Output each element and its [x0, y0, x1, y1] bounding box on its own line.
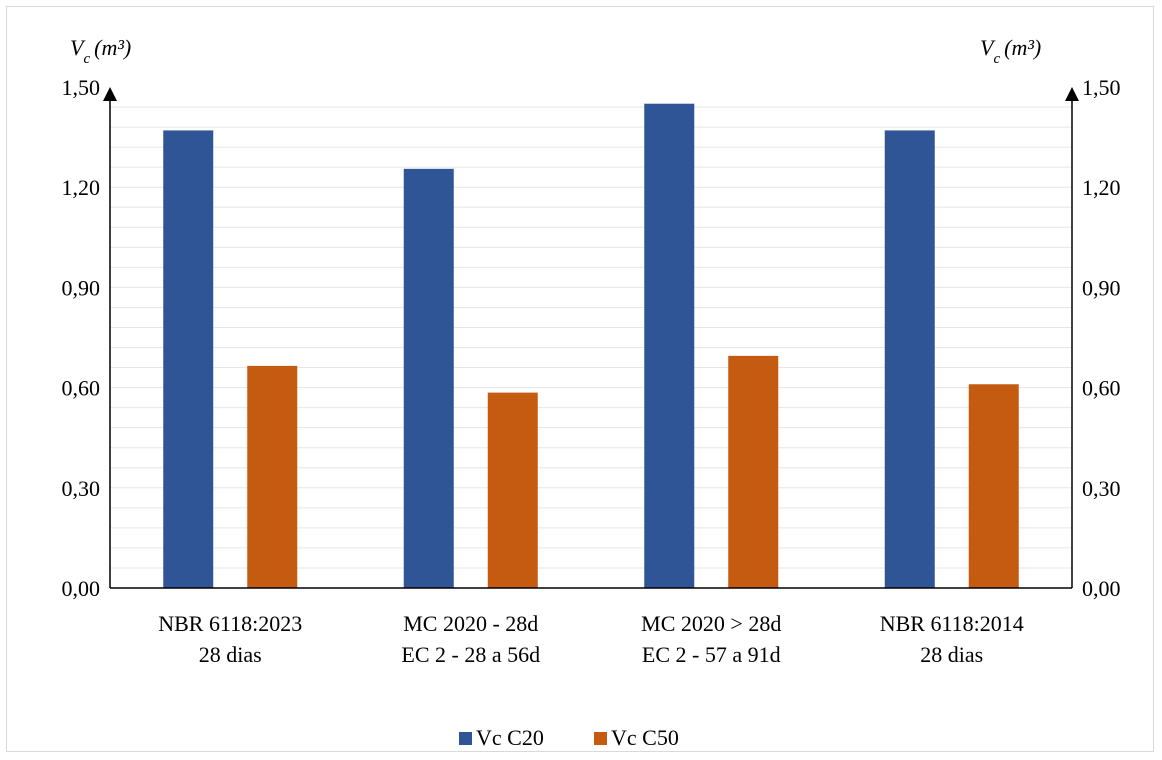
category-label: MC 2020 > 28d — [641, 611, 781, 636]
y-tick-label-left: 0,60 — [62, 376, 101, 401]
y-tick-label-right: 1,50 — [1082, 75, 1121, 100]
bar-vc-c50-3 — [968, 384, 1019, 588]
category-label: 28 dias — [199, 642, 262, 667]
category-labels: NBR 6118:2023 28 dias MC 2020 - 28d EC 2 - … — [158, 611, 1024, 667]
legend-swatch-c20 — [459, 732, 472, 745]
y-tick-label-right: 1,20 — [1082, 175, 1121, 200]
y-axis-arrow-left — [103, 87, 117, 101]
y-tick-label-left: 0,30 — [62, 476, 101, 501]
y-tick-label-right: 0,30 — [1082, 476, 1121, 501]
y-tick-label-right: 0,60 — [1082, 376, 1121, 401]
bar-vc-c20-2 — [644, 103, 695, 588]
bar-vc-c20-3 — [884, 130, 935, 589]
category-label: NBR 6118:2023 — [158, 611, 302, 636]
legend-label-c20: Vc C20 — [476, 725, 544, 750]
y-tick-label-left: 1,50 — [62, 75, 101, 100]
y-axis-title-left: Vc (m³) — [70, 35, 131, 67]
category-label: MC 2020 - 28d — [403, 611, 538, 636]
bar-vc-c50-0 — [247, 365, 298, 588]
y-tick-label-left: 1,20 — [62, 175, 101, 200]
legend-label-c50: Vc C50 — [611, 725, 679, 750]
axes — [103, 87, 1079, 589]
legend: Vc C20 Vc C50 — [459, 725, 679, 750]
bars — [163, 103, 1019, 589]
bar-vc-c20-0 — [163, 130, 214, 589]
bar-vc-c20-1 — [403, 168, 454, 588]
y-tick-label-left: 0,90 — [62, 275, 101, 300]
category-label: NBR 6118:2014 — [880, 611, 1024, 636]
category-label: 28 dias — [920, 642, 983, 667]
y-tick-label-right: 0,00 — [1082, 576, 1121, 601]
y-axis-arrow-right — [1065, 87, 1079, 101]
y-axis-title-right: Vc (m³) — [980, 35, 1041, 67]
category-label: EC 2 - 28 a 56d — [401, 642, 540, 667]
y-tick-label-left: 0,00 — [62, 576, 101, 601]
tick-labels: 0,00 0,00 0,30 0,30 0,60 0,60 0,90 0,90 1,20 1,20… — [62, 75, 1121, 601]
bar-vc-c50-2 — [728, 355, 779, 588]
category-label: EC 2 - 57 a 91d — [642, 642, 781, 667]
y-tick-label-right: 0,90 — [1082, 275, 1121, 300]
bar-vc-c50-1 — [487, 392, 538, 588]
legend-swatch-c50 — [594, 732, 607, 745]
